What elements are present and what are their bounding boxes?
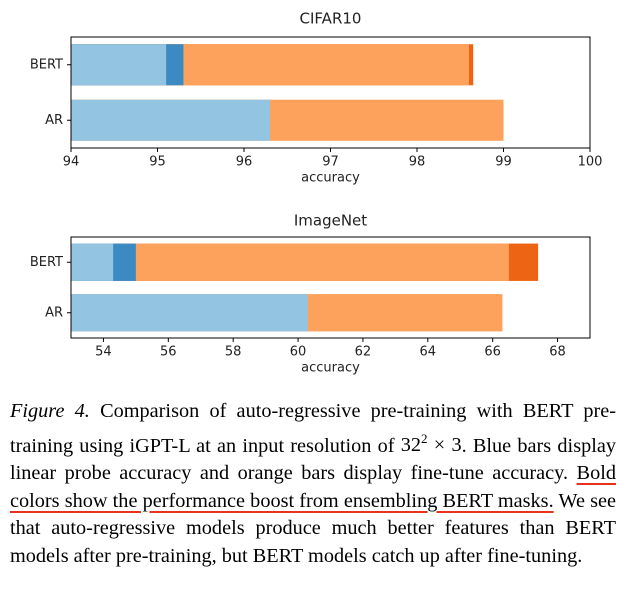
x-tick-label: 60 [290, 345, 307, 360]
chart-title: ImageNet [294, 212, 367, 230]
x-tick-label: 97 [322, 155, 339, 170]
y-tick-label: BERT [30, 57, 63, 72]
y-tick-label: AR [45, 113, 63, 128]
x-tick-label: 56 [160, 345, 177, 360]
x-tick-label: 62 [355, 345, 372, 360]
chart-title: CIFAR10 [300, 10, 362, 28]
x-tick-label: 66 [484, 345, 501, 360]
x-tick-label: 94 [63, 155, 80, 170]
bar [71, 243, 114, 281]
x-tick-label: 54 [95, 345, 112, 360]
figure: CIFAR10 BERT AR 94 95 96 97 98 99 100 accuracy Imag… [30, 10, 603, 376]
math-sup: 2 [421, 431, 428, 447]
caption-text: . Blue bars display linear probe accurac… [10, 434, 617, 484]
y-tick-label: BERT [30, 255, 63, 270]
y-tick-label: AR [45, 305, 63, 320]
x-axis-label: accuracy [301, 361, 360, 376]
x-tick-label: 100 [578, 155, 603, 170]
caption-text: Comparison of auto-regressive pre-traini… [10, 400, 616, 457]
caption-label: Figure 4. [10, 400, 90, 422]
bar [71, 243, 509, 281]
bar [71, 99, 270, 141]
x-tick-label: 98 [409, 155, 426, 170]
caption-text: We see that auto-regressive models produ… [10, 489, 616, 567]
bar [71, 294, 308, 332]
plot-frame [70, 236, 591, 339]
x-tick-label: 68 [549, 345, 566, 360]
math: 322 × 3 [400, 431, 462, 457]
x-tick-label: 64 [420, 345, 437, 360]
math-rest: × 3 [433, 434, 462, 457]
x-axis-label: accuracy [301, 171, 360, 186]
bar [71, 44, 167, 86]
x-tick-label: 58 [225, 345, 242, 360]
math-base: 32 [400, 434, 422, 457]
x-tick-label: 99 [495, 155, 512, 170]
caption: Figure 4. Comparison of auto-regressive … [10, 398, 616, 570]
x-tick-label: 96 [236, 155, 253, 170]
caption-highlight: Bold colors show the performance boost f… [10, 461, 616, 512]
x-tick-label: 95 [149, 155, 166, 170]
